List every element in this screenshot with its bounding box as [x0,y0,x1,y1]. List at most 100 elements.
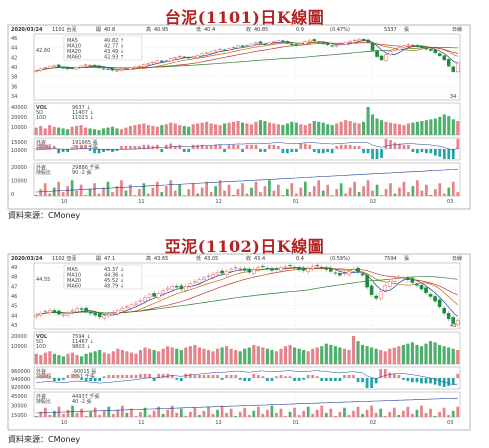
inst-bar [138,146,141,149]
vol-tick-label: 10000 [11,125,27,131]
inst-bar [334,378,337,381]
inst-tick-label: 960000 [11,369,30,375]
foreign-bar [317,180,321,196]
inst-bar [62,378,65,380]
inst-bar [371,149,374,159]
volume-bar [320,346,324,364]
inst-bar [178,144,182,149]
month-label: 11 [138,420,144,426]
candle [186,56,191,59]
candle [218,48,222,50]
foreign-bar [401,410,405,417]
inst-bar [102,149,105,152]
foreign-bar [84,416,88,417]
candle [249,43,254,47]
volume-bar [197,347,202,364]
foreign-bar [384,189,388,196]
candle [270,268,274,271]
volume-bar [129,352,134,364]
inst-label-2: 買賣超 [36,144,51,151]
foreign-bar [268,180,271,196]
candle [402,45,406,48]
foreign-bar [424,412,428,417]
foreign-bar [111,413,115,417]
foreign-bar [252,410,256,417]
candle [209,51,213,54]
inst-bar [155,144,159,149]
foreign-bar [245,193,249,196]
inst-bar [303,143,307,149]
inst-bar [125,375,129,378]
foreign-bar [243,407,247,417]
inst-bar [139,373,142,378]
candle [146,63,151,65]
ma-legend-name: MA10 [67,273,81,279]
inst-bar [169,143,173,149]
inst-bar [111,375,115,378]
volume-bar [211,351,215,364]
inst-bar [211,375,215,378]
inst-bar [93,149,96,154]
header-label: 收 [246,26,251,33]
volume-bar [315,347,319,364]
candle [261,266,265,268]
month-label: 10 [61,199,67,205]
candle [447,59,451,67]
volume-bar [415,344,419,364]
volume-bar [299,124,303,135]
volume-bar [83,127,88,135]
volume-bar [215,348,220,364]
candle [34,70,39,72]
inst-bar [229,375,233,378]
price-tick-label: 36 [11,84,17,90]
inst-label-2: 買賣超 [36,373,51,380]
inst-bar [451,378,455,385]
foreign-bar [175,412,179,417]
candle [433,296,437,302]
foreign-value-1: 44937 千張 [72,393,100,400]
foreign-bar [130,408,133,417]
candle [224,271,229,275]
volume-bar [393,123,397,135]
volume-bar [43,352,47,364]
foreign-bar [89,411,93,417]
inst-bar [326,149,330,152]
volume-bar [115,128,119,135]
stock-chart-1102: 2020/03/24 1102 亞泥 開 47.1 高 43.65 低 43.05 收 43.4 0… [7,253,471,431]
inst-bar [375,149,379,159]
volume-bar [419,346,424,364]
candle [406,277,410,280]
foreign-bar [133,195,137,196]
month-label: 03 [447,420,453,426]
foreign-bar [75,412,79,417]
inst-bar [374,378,378,384]
foreign-bar [312,186,316,196]
candle [352,39,357,41]
inst-bar [348,144,352,149]
header-value: 43.65 [154,256,168,262]
inst-bar [182,149,186,152]
volume-bar [188,346,192,364]
candle [195,55,200,58]
inst-bar [75,375,79,378]
price-tick-label: 46 [11,36,17,42]
volume-bar [238,351,242,364]
foreign-bar [196,193,200,196]
foreign-bar [52,187,56,196]
vol-label: VOL [36,105,48,111]
foreign-bar [71,405,74,417]
candle [375,50,379,57]
header-value: 40.8 [104,27,115,33]
candle [411,44,415,46]
inst-bar [207,375,210,378]
foreign-bar [406,406,410,417]
inst-bar [329,378,333,381]
ma-line-ma60 [36,276,458,316]
volume-bar [451,119,455,135]
candle [265,267,270,269]
candle [115,70,119,72]
volume-bar [397,346,401,364]
ma-legend-value: 42.93 ↑ [104,55,124,61]
volume-bar [442,114,446,135]
inst-bar [71,373,74,378]
